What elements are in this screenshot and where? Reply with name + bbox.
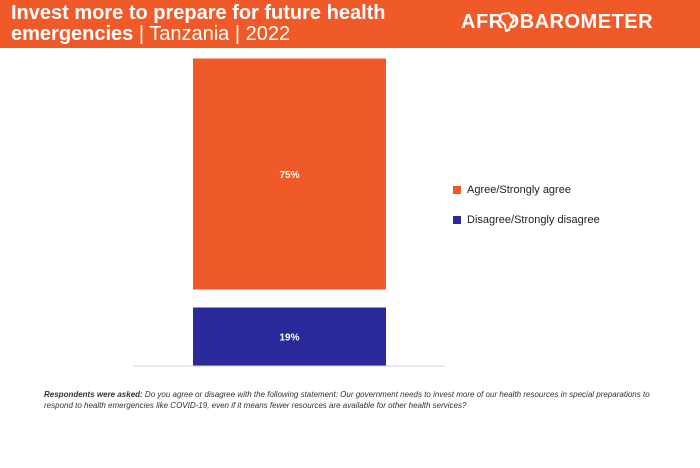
legend-swatch-disagree — [453, 216, 461, 224]
brand-name: AFROBAROMETER — [461, 11, 654, 33]
legend-label-disagree: Disagree/Strongly disagree — [467, 214, 600, 226]
chart-legend: Agree/Strongly agree Disagree/Strongly d… — [453, 183, 633, 243]
header-bar: Invest more to prepare for future health… — [0, 0, 700, 48]
footnote: Respondents were asked: Do you agree or … — [44, 389, 654, 411]
chart-title: Invest more to prepare for future health… — [11, 3, 451, 45]
legend-item-agree: Agree/Strongly agree — [453, 183, 633, 197]
africa-map-icon — [499, 12, 515, 32]
title-suffix: | Tanzania | 2022 — [133, 23, 291, 45]
legend-swatch-agree — [453, 186, 461, 194]
stacked-bar-chart: 19% 75% — [133, 58, 445, 367]
title-main: Invest more to prepare for future health… — [11, 2, 386, 45]
legend-label-agree: Agree/Strongly agree — [467, 184, 571, 196]
data-label-agree: 75% — [279, 170, 299, 181]
data-label-disagree: 19% — [279, 333, 299, 344]
bar-group: 19% 75% — [193, 58, 386, 366]
legend-item-disagree: Disagree/Strongly disagree — [453, 213, 633, 227]
bar-segment-disagree — [193, 307, 386, 366]
brand-logo: AFROBAROMETER — [461, 11, 653, 34]
bar-segment-agree — [193, 58, 386, 290]
footnote-text: Do you agree or disagree with the follow… — [44, 390, 650, 410]
footnote-lead: Respondents were asked: — [44, 390, 143, 399]
